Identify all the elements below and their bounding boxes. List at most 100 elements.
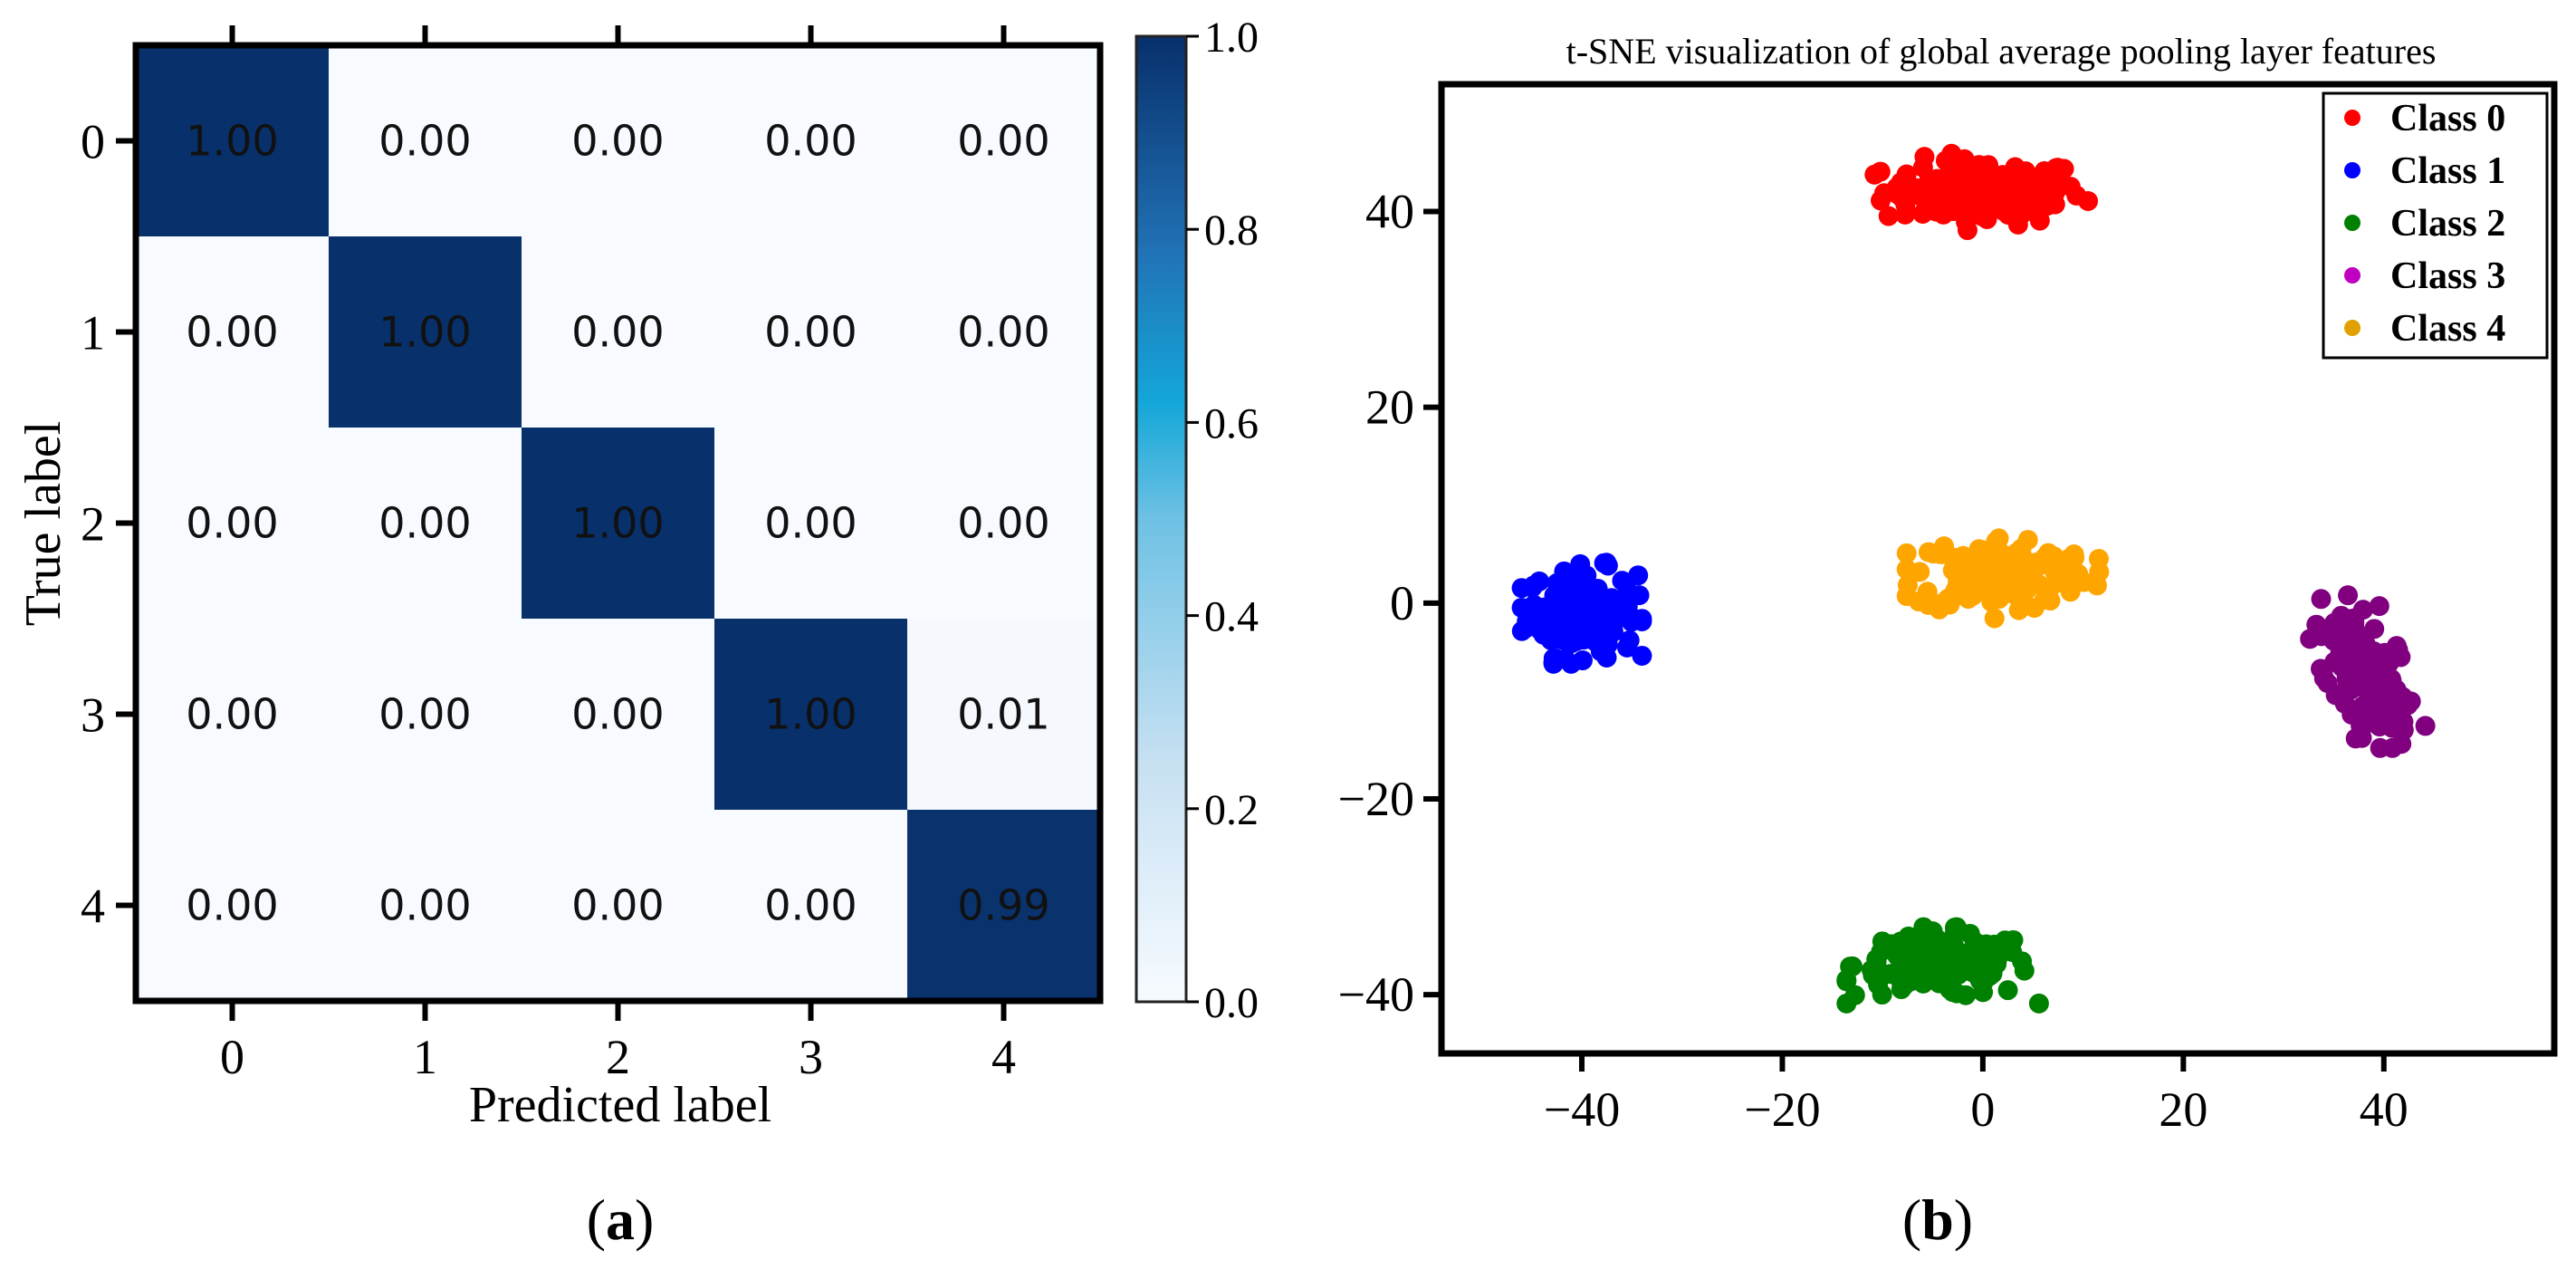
tsne-x-tick-label: −20 <box>1744 1082 1820 1137</box>
tsne-point <box>1895 204 1916 225</box>
cm-cell-label: 0.00 <box>186 881 278 930</box>
confusion-matrix-x-ticks: 0 1 2 3 4 <box>220 25 1016 1084</box>
confusion-matrix-cell-labels: 1.00 0.00 0.00 0.00 0.00 0.00 1.00 0.00 0.00 0.00… <box>186 117 1049 930</box>
tsne-point <box>2047 158 2068 178</box>
legend-label: Class 0 <box>2390 98 2505 139</box>
legend-label: Class 3 <box>2390 255 2505 297</box>
tsne-y-tick-label: −20 <box>1338 772 1414 826</box>
tsne-point <box>1996 197 2016 217</box>
tsne-point <box>1616 600 1637 620</box>
tsne-point <box>1616 637 1637 658</box>
tsne-point <box>2031 178 2052 199</box>
tsne-point <box>2344 608 2365 629</box>
cm-cell-label: 0.00 <box>186 499 278 548</box>
tsne-x-tick-label: 0 <box>1970 1082 1995 1137</box>
tsne-point <box>2009 584 2030 605</box>
tsne-point <box>1597 555 1618 576</box>
panel-label-a: (a) <box>587 1187 655 1252</box>
tsne-point <box>1632 645 1652 666</box>
tsne-point <box>1941 934 1962 955</box>
cm-cell <box>907 45 1101 237</box>
tsne-title: t-SNE visualization of global average po… <box>1566 31 2437 72</box>
tsne-point <box>2379 672 2399 693</box>
tsne-point <box>1973 972 1994 993</box>
cm-cell <box>907 810 1101 1002</box>
cm-y-axis-label: True label <box>15 421 72 627</box>
tsne-x-tick-label: −40 <box>1544 1082 1620 1137</box>
tsne-point <box>1523 575 1544 596</box>
tsne-point <box>1878 206 1899 226</box>
tsne-point <box>2008 600 2029 620</box>
cm-y-tick-label: 0 <box>81 115 105 169</box>
cm-x-tick-label: 1 <box>413 1030 437 1084</box>
tsne-point <box>1561 653 1582 674</box>
tsne-point <box>1983 178 2004 199</box>
cm-cell <box>136 45 330 237</box>
cm-cell-label: 0.00 <box>378 690 471 739</box>
cm-cell-label: 0.00 <box>957 499 1049 548</box>
colorbar-tick-label: 0.8 <box>1204 207 1259 255</box>
cm-y-tick-label: 3 <box>81 688 105 743</box>
cm-cell-label: 0.00 <box>571 117 664 166</box>
tsne-point <box>1988 528 2009 549</box>
tsne-point <box>2377 698 2398 719</box>
tsne-point <box>1978 199 1999 220</box>
confusion-matrix-cells <box>136 45 1101 1002</box>
tsne-point <box>1996 570 2016 591</box>
cm-cell-label: 0.00 <box>378 499 471 548</box>
tsne-point <box>1947 575 1968 596</box>
tsne-point <box>2400 691 2421 712</box>
cm-cell <box>714 619 908 811</box>
tsne-point <box>1959 199 1980 220</box>
legend-label: Class 4 <box>2390 308 2505 350</box>
tsne-point <box>2350 670 2370 691</box>
tsne-point <box>2379 653 2399 674</box>
cm-cell-label: 0.00 <box>764 881 857 930</box>
cm-cell-label: 1.00 <box>186 117 278 166</box>
cm-cell-label: 0.00 <box>764 308 857 357</box>
tsne-point <box>2370 737 2390 758</box>
tsne-y-ticks: −40 −20 0 20 40 <box>1338 185 1441 1022</box>
cm-cell <box>136 619 330 811</box>
tsne-point <box>1872 931 1892 952</box>
cm-cell <box>522 45 715 237</box>
tsne-point <box>2314 624 2335 645</box>
legend-marker <box>2344 162 2361 178</box>
tsne-point <box>2311 589 2332 610</box>
tsne-point <box>2332 635 2353 656</box>
tsne-point <box>1628 565 1649 586</box>
tsne-point <box>1924 955 1945 976</box>
legend-marker <box>2344 215 2361 231</box>
colorbar-tick-label: 1.0 <box>1204 14 1259 62</box>
tsne-point <box>1978 551 1999 572</box>
colorbar-tick-label: 0.6 <box>1204 399 1259 447</box>
cm-cell <box>714 428 908 620</box>
cm-cell <box>329 810 522 1002</box>
cm-cell <box>907 428 1101 620</box>
tsne-point <box>1896 543 1917 563</box>
tsne-point <box>1909 591 1930 612</box>
tsne-points <box>1511 143 2436 1014</box>
tsne-point <box>2064 543 2084 564</box>
tsne-point <box>1892 967 1913 988</box>
cm-cell <box>522 810 715 1002</box>
tsne-y-tick-label: 0 <box>1390 576 1414 630</box>
tsne-point <box>1517 610 1537 631</box>
tsne-point <box>2352 654 2373 675</box>
tsne-point <box>2088 549 2109 570</box>
cm-cell <box>522 428 715 620</box>
confusion-matrix-y-ticks: 0 1 2 3 4 <box>81 115 136 934</box>
colorbar-tick-label: 0.2 <box>1204 786 1259 834</box>
tsne-point <box>1904 935 1925 956</box>
cm-cell-label: 0.00 <box>957 117 1049 166</box>
cm-cell-label: 0.00 <box>186 308 278 357</box>
cm-x-tick-label: 2 <box>606 1030 630 1084</box>
tsne-point <box>1967 933 1987 954</box>
cm-cell <box>329 236 522 428</box>
tsne-point <box>1574 591 1594 612</box>
legend-marker <box>2344 320 2361 336</box>
cm-cell <box>329 45 522 237</box>
cm-cell-label: 0.99 <box>957 881 1049 930</box>
cm-cell <box>714 810 908 1002</box>
